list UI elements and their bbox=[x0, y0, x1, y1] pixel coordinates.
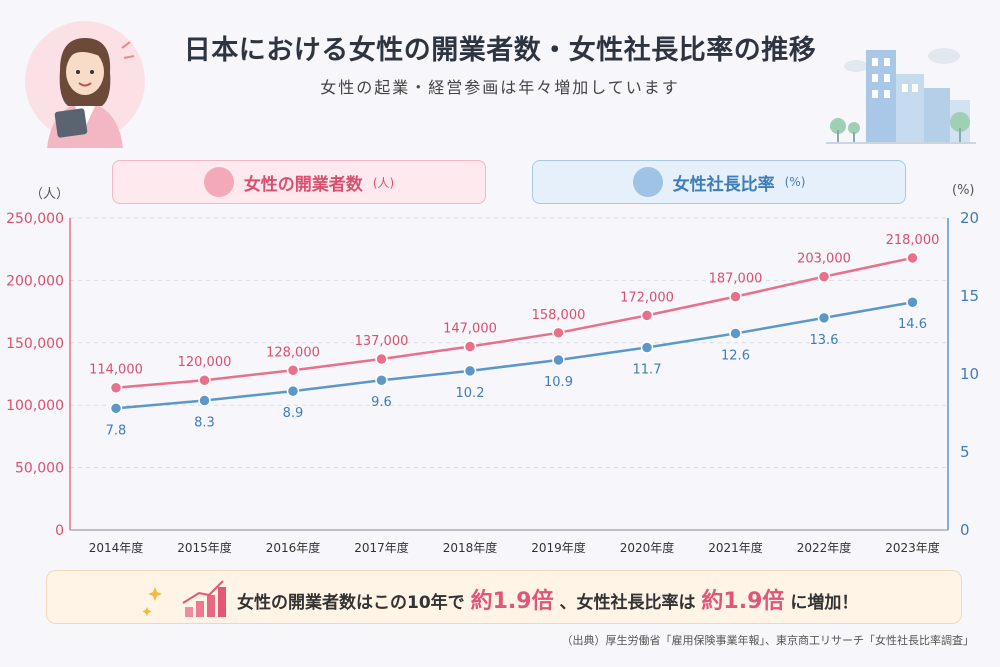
x-axis-tick-label: 2019年度 bbox=[531, 540, 586, 555]
page-title: 日本における女性の開業者数・女性社長比率の推移 bbox=[183, 35, 817, 66]
x-axis-tick-label: 2015年度 bbox=[177, 540, 232, 555]
left-axis-tick-label: 0 bbox=[55, 523, 64, 539]
data-label-founders: 158,000 bbox=[532, 308, 586, 323]
x-axis-tick-label: 2021年度 bbox=[708, 540, 763, 555]
left-axis-tick-label: 100,000 bbox=[6, 398, 64, 414]
x-axis-tick-label: 2018年度 bbox=[443, 540, 498, 555]
x-axis-tick-label: 2023年度 bbox=[885, 540, 940, 555]
growth-bars-icon bbox=[142, 580, 226, 617]
legend-founders-label: 女性の開業者数 bbox=[243, 174, 363, 195]
data-label-founders: 128,000 bbox=[266, 345, 320, 360]
x-axis-tick-label: 2014年度 bbox=[89, 540, 144, 555]
data-label-founders: 137,000 bbox=[355, 334, 409, 349]
point-ceo-ratio bbox=[198, 394, 211, 407]
legend-ceo-ratio: 女性社長比率 (%) bbox=[532, 160, 906, 204]
source-note: （出典）厚生労働省「雇用保険事業年報」、東京商工リサーチ「女性社長比率調査」 bbox=[561, 634, 975, 647]
x-axis-tick-label: 2020年度 bbox=[620, 540, 675, 555]
point-founders bbox=[729, 290, 742, 303]
data-label-ceo-ratio: 10.9 bbox=[544, 375, 573, 390]
point-ceo-ratio bbox=[552, 353, 565, 367]
point-ceo-ratio bbox=[817, 311, 831, 325]
data-label-ceo-ratio: 12.6 bbox=[721, 348, 750, 363]
point-ceo-ratio bbox=[640, 341, 654, 354]
city-buildings-icon bbox=[826, 48, 976, 144]
page-subtitle: 女性の起業・経営参画は年々増加しています bbox=[320, 78, 680, 97]
legend-founders-unit: (人) bbox=[372, 175, 395, 190]
right-axis-tick-label: 20 bbox=[960, 209, 979, 227]
point-ceo-ratio bbox=[109, 402, 123, 415]
point-ceo-ratio bbox=[463, 364, 477, 378]
data-label-ceo-ratio: 10.2 bbox=[456, 386, 485, 401]
point-ceo-ratio bbox=[729, 327, 742, 340]
left-axis-tick-label: 200,000 bbox=[6, 273, 64, 289]
right-axis-tick-label: 10 bbox=[960, 365, 979, 383]
data-label-ceo-ratio: 11.7 bbox=[633, 362, 662, 377]
data-label-ceo-ratio: 8.3 bbox=[194, 416, 215, 431]
left-axis-tick-label: 50,000 bbox=[15, 461, 64, 477]
point-founders bbox=[552, 326, 565, 340]
x-axis-tick-label: 2017年度 bbox=[354, 540, 409, 555]
left-axis-tick-label: 150,000 bbox=[6, 336, 64, 352]
x-axis-tick-label: 2022年度 bbox=[797, 540, 852, 555]
point-founders bbox=[463, 340, 477, 353]
point-founders bbox=[109, 381, 123, 394]
summary-highlight-ratio: 約1.9倍 bbox=[701, 589, 785, 614]
point-ceo-ratio bbox=[286, 384, 300, 398]
left-axis-tick-label: 250,000 bbox=[6, 211, 64, 227]
data-label-founders: 172,000 bbox=[620, 290, 674, 305]
data-label-founders: 187,000 bbox=[709, 272, 763, 287]
data-label-ceo-ratio: 13.6 bbox=[810, 333, 839, 348]
summary-part1: 女性の開業者数はこの10年で bbox=[237, 593, 465, 613]
point-founders bbox=[375, 352, 388, 366]
businesswoman-illustration-icon bbox=[25, 21, 145, 148]
right-axis-tick-label: 5 bbox=[960, 443, 970, 461]
data-label-ceo-ratio: 7.8 bbox=[106, 423, 127, 438]
point-founders bbox=[906, 251, 919, 265]
series-line-founders bbox=[115, 256, 913, 389]
legend-founders: 女性の開業者数 (人) bbox=[112, 160, 486, 204]
data-label-founders: 114,000 bbox=[89, 363, 143, 378]
x-axis-tick-label: 2016年度 bbox=[266, 540, 321, 555]
data-label-ceo-ratio: 8.9 bbox=[283, 406, 304, 421]
summary-part2: 、女性社長比率は bbox=[559, 593, 696, 613]
left-axis-unit: （人） bbox=[30, 187, 70, 202]
series-line-ceo-ratio bbox=[115, 301, 913, 410]
right-axis-tick-label: 15 bbox=[960, 287, 979, 305]
right-axis-unit: (%) bbox=[952, 183, 975, 198]
point-ceo-ratio bbox=[906, 295, 919, 309]
data-label-founders: 120,000 bbox=[178, 355, 232, 370]
legend-ceo-ratio-unit: (%) bbox=[784, 175, 806, 189]
summary-banner: 女性の開業者数はこの10年で 約1.9倍 、女性社長比率は 約1.9倍 に増加！ bbox=[46, 570, 962, 624]
data-label-founders: 203,000 bbox=[797, 252, 851, 267]
data-label-founders: 147,000 bbox=[443, 322, 497, 337]
woman-avatar-icon bbox=[203, 167, 234, 197]
point-founders bbox=[286, 364, 300, 377]
point-ceo-ratio bbox=[375, 373, 388, 387]
legend-ceo-ratio-label: 女性社長比率 bbox=[672, 174, 775, 195]
data-label-founders: 218,000 bbox=[886, 233, 940, 248]
woman-avatar-icon bbox=[632, 167, 663, 197]
data-label-ceo-ratio: 14.6 bbox=[898, 317, 927, 332]
data-label-ceo-ratio: 9.6 bbox=[371, 395, 392, 410]
right-axis-tick-label: 0 bbox=[960, 521, 970, 539]
summary-part3: に増加！ bbox=[790, 593, 859, 613]
point-founders bbox=[817, 270, 831, 283]
summary-text: 女性の開業者数はこの10年で 約1.9倍 、女性社長比率は 約1.9倍 に増加！ bbox=[237, 583, 858, 615]
summary-highlight-founders: 約1.9倍 bbox=[470, 589, 554, 614]
point-founders bbox=[198, 373, 211, 387]
point-founders bbox=[640, 309, 654, 322]
